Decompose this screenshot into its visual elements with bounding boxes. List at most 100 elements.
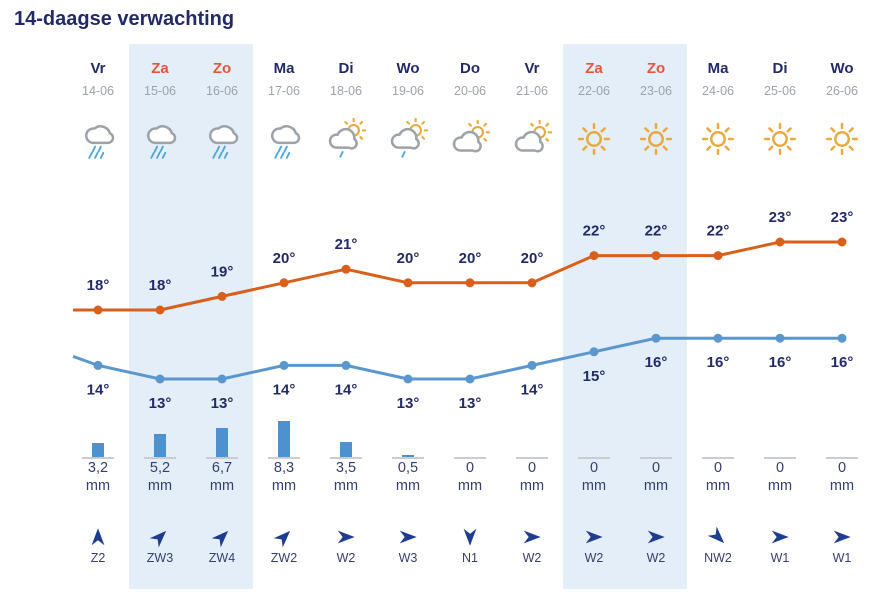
precip-bar-area [253, 413, 315, 459]
day-label: Wo [830, 60, 854, 77]
day-label: Za [151, 60, 169, 77]
precip-bar-area [439, 413, 501, 459]
precip-unit: mm [395, 478, 421, 494]
date-label: 17-06 [268, 84, 300, 98]
precip-unit: mm [829, 478, 855, 494]
wind-arrow-icon [206, 521, 237, 552]
precip-baseline [826, 457, 858, 459]
day-label: Vr [90, 60, 106, 77]
wind-label: ZW4 [208, 551, 236, 565]
precip-value: 0 [527, 460, 537, 476]
wind-label: W1 [770, 551, 790, 565]
wind-label: W2 [646, 551, 666, 565]
rain-icon [137, 116, 183, 162]
precip-unit: mm [147, 478, 173, 494]
wind-label: NW2 [704, 551, 732, 565]
wind-label: N1 [462, 551, 478, 565]
precip-baseline [206, 457, 238, 459]
date-label: 20-06 [454, 84, 486, 98]
precip-bar-area [687, 413, 749, 459]
sun-icon [571, 116, 617, 162]
precip-baseline [268, 457, 300, 459]
precip-value: 3,5 [335, 460, 357, 476]
precip-bar-area [749, 413, 811, 459]
date-label: 25-06 [764, 84, 796, 98]
day-column[interactable]: Wo 19-06 0,5 mm W3 [377, 44, 439, 589]
day-column[interactable]: Zo 16-06 6,7 mm ZW4 [191, 44, 253, 589]
precip-value: 0 [713, 460, 723, 476]
day-label: Zo [646, 60, 666, 77]
precip-baseline [454, 457, 486, 459]
wind-arrow-icon [335, 526, 357, 548]
day-column[interactable]: Za 22-06 0 mm W2 [563, 44, 625, 589]
precip-value: 0,5 [397, 460, 419, 476]
precip-bar-area [191, 413, 253, 459]
day-label: Di [338, 60, 354, 77]
precip-bar-area [811, 413, 873, 459]
precip-bar-area [67, 413, 129, 459]
precip-bar-area [377, 413, 439, 459]
precip-unit: mm [209, 478, 235, 494]
precip-value: 0 [837, 460, 847, 476]
precip-unit: mm [581, 478, 607, 494]
precip-bar-area [315, 413, 377, 459]
sun-cloud-icon [509, 116, 555, 162]
wind-arrow-icon [831, 526, 853, 548]
day-column[interactable]: Ma 24-06 0 mm NW2 [687, 44, 749, 589]
precip-bar [154, 434, 166, 457]
day-column[interactable]: Wo 26-06 0 mm W1 [811, 44, 873, 589]
wind-arrow-icon [583, 526, 605, 548]
precip-baseline [516, 457, 548, 459]
precip-unit: mm [271, 478, 297, 494]
day-column[interactable]: Vr 21-06 0 mm W2 [501, 44, 563, 589]
sun-icon [633, 116, 679, 162]
wind-arrow-icon [459, 526, 481, 548]
precip-bar [340, 441, 352, 457]
day-column[interactable]: Do 20-06 0 mm N1 [439, 44, 501, 589]
day-label: Do [460, 60, 480, 77]
wind-label: W2 [584, 551, 604, 565]
date-label: 23-06 [640, 84, 672, 98]
day-label: Vr [524, 60, 540, 77]
date-label: 18-06 [330, 84, 362, 98]
wind-label: ZW3 [146, 551, 174, 565]
wind-label: Z2 [90, 551, 106, 565]
day-label: Ma [273, 60, 295, 77]
wind-arrow-icon [87, 526, 109, 548]
precip-unit: mm [767, 478, 793, 494]
precip-value: 0 [775, 460, 785, 476]
day-column[interactable]: Za 15-06 5,2 mm ZW3 [129, 44, 191, 589]
wind-label: W2 [522, 551, 542, 565]
wind-arrow-icon [702, 521, 733, 552]
wind-arrow-icon [268, 521, 299, 552]
date-label: 24-06 [702, 84, 734, 98]
precip-value: 3,2 [87, 460, 109, 476]
day-column[interactable]: Zo 23-06 0 mm W2 [625, 44, 687, 589]
date-label: 16-06 [206, 84, 238, 98]
precip-baseline [144, 457, 176, 459]
precip-unit: mm [643, 478, 669, 494]
precip-bar-area [129, 413, 191, 459]
precip-unit: mm [333, 478, 359, 494]
wind-arrow-icon [521, 526, 543, 548]
precip-bar [216, 427, 228, 457]
sun-icon [695, 116, 741, 162]
wind-label: W3 [398, 551, 418, 565]
day-column[interactable]: Di 25-06 0 mm W1 [749, 44, 811, 589]
day-column[interactable]: Di 18-06 3,5 mm W2 [315, 44, 377, 589]
precip-bar-area [563, 413, 625, 459]
day-label: Wo [396, 60, 420, 77]
precip-bar [92, 443, 104, 457]
page-title: 14-daagse verwachting [14, 8, 235, 30]
precip-value: 0 [589, 460, 599, 476]
date-label: 14-06 [82, 84, 114, 98]
day-column[interactable]: Vr 14-06 3,2 mm Z2 [67, 44, 129, 589]
date-label: 15-06 [144, 84, 176, 98]
precip-bar [278, 420, 290, 457]
precip-baseline [392, 457, 424, 459]
day-label: Di [772, 60, 788, 77]
day-column[interactable]: Ma 17-06 8,3 mm ZW2 [253, 44, 315, 589]
precip-baseline [330, 457, 362, 459]
sun-cloud-icon [447, 116, 493, 162]
precip-baseline [578, 457, 610, 459]
